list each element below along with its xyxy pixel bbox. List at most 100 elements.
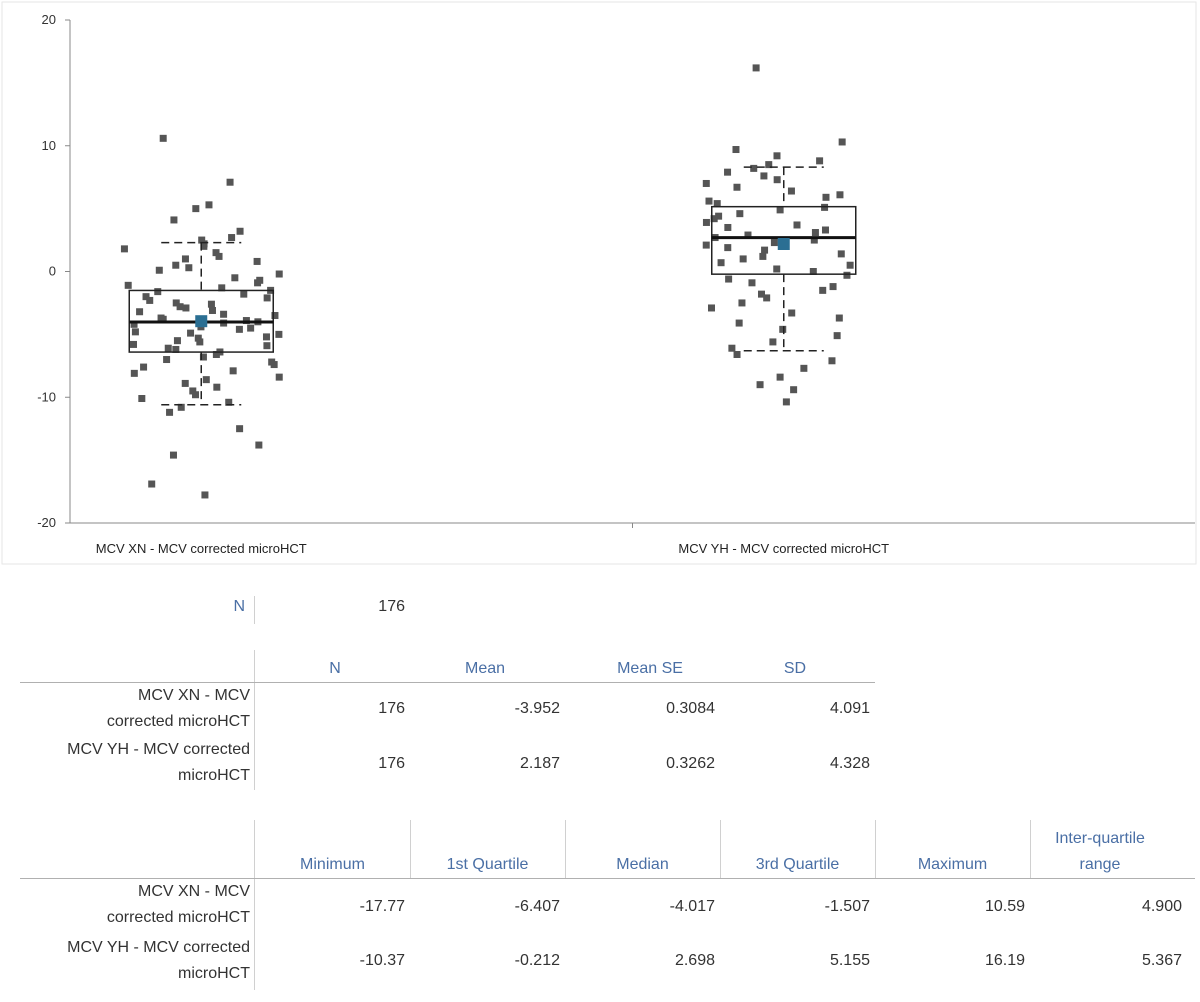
data-point (235, 325, 243, 333)
data-point (159, 134, 167, 142)
data-point (773, 152, 781, 160)
data-point (733, 183, 741, 191)
data-point (163, 356, 171, 364)
data-point (761, 246, 769, 254)
table1-header-sd: SD (783, 660, 807, 677)
data-point (142, 293, 150, 301)
data-point (182, 304, 190, 312)
data-point (205, 201, 213, 209)
table1-header-mean: Mean (464, 660, 506, 677)
table2-row1-iqr: 4.900 (1141, 898, 1182, 915)
data-point (769, 338, 777, 346)
data-point (710, 215, 718, 223)
data-point (829, 283, 837, 291)
data-point (776, 373, 784, 381)
data-point (702, 218, 710, 226)
data-point (199, 353, 207, 361)
data-point (702, 241, 710, 249)
table2-row2-label-line2: microHCT (178, 965, 250, 982)
data-point (715, 212, 723, 220)
data-point (262, 333, 270, 341)
data-point (220, 310, 228, 318)
data-point (202, 376, 210, 384)
data-point (192, 391, 200, 399)
data-point (254, 279, 262, 287)
data-point (198, 236, 206, 244)
x-category-label: MCV YH - MCV corrected microHCT (678, 541, 889, 556)
table1-header-rule (20, 682, 875, 683)
data-point (275, 373, 283, 381)
data-point (130, 340, 138, 348)
table1-header-n: N (329, 660, 341, 677)
table2-row2-maximum: 16.19 (984, 952, 1025, 969)
data-point (247, 324, 255, 332)
table2-header-q1: 1st Quartile (446, 856, 529, 873)
data-point (770, 239, 778, 247)
data-point (816, 157, 824, 165)
data-point (164, 344, 172, 352)
data-point (739, 255, 747, 263)
quartile-table: Minimum 1st Quartile Median 3rd Quartile… (0, 820, 1200, 1000)
data-point (809, 268, 817, 275)
data-point (733, 350, 741, 358)
data-point (773, 176, 781, 184)
data-point (159, 315, 167, 323)
data-point (735, 319, 743, 327)
table2-row1-q1: -6.407 (514, 898, 560, 915)
table2-row1-label-line2: corrected microHCT (106, 909, 250, 926)
data-point (181, 255, 189, 263)
data-point (136, 308, 144, 316)
data-point (732, 146, 740, 154)
table1-row2-sd: 4.328 (829, 755, 870, 772)
table1-row1-mean-se: 0.3084 (666, 700, 715, 717)
data-point (192, 205, 200, 213)
table1-row2-mean: 2.187 (519, 755, 560, 772)
data-point (187, 329, 195, 337)
table2-left-divider (254, 820, 255, 990)
data-point (138, 395, 146, 403)
data-point (800, 364, 808, 372)
table1-row2-label-line2: microHCT (178, 767, 250, 784)
data-point (240, 290, 248, 298)
data-point (172, 261, 180, 269)
data-point (212, 249, 220, 257)
data-point (846, 261, 854, 269)
data-point (255, 441, 263, 449)
data-point (760, 172, 768, 180)
table2-row2-q1: -0.212 (514, 952, 560, 969)
data-point (828, 357, 836, 365)
data-point (225, 398, 233, 406)
data-point (725, 275, 733, 283)
table2-row2-minimum: -10.37 (359, 952, 405, 969)
table2-row1-minimum: -17.77 (359, 898, 405, 915)
table2-row2-q3: 5.155 (829, 952, 870, 969)
table2-row1-median: -4.017 (669, 898, 715, 915)
table1-row2-mean-se: 0.3262 (666, 755, 715, 772)
table2-header-q3: 3rd Quartile (755, 856, 840, 873)
table1-header-mean-se: Mean SE (617, 660, 683, 677)
data-point (172, 345, 180, 353)
data-point (236, 425, 244, 433)
data-point (236, 227, 244, 235)
data-point (744, 231, 752, 239)
table1-row1-label-line1: MCV XN - MCV (138, 687, 250, 704)
data-point (724, 168, 732, 176)
data-point (229, 367, 237, 375)
data-point (811, 229, 819, 237)
table2-header-minimum: Minimum (300, 856, 365, 873)
descriptive-table: N Mean Mean SE SD MCV XN - MCV corrected… (0, 650, 1200, 800)
data-point (275, 270, 283, 278)
chart-svg: -20 -10 0 10 20 MCV XN - MCV corrected microH… (1, 1, 1197, 565)
table2-row1-maximum: 10.59 (984, 898, 1025, 915)
data-point (705, 197, 713, 205)
data-point (215, 252, 223, 260)
data-point (176, 303, 184, 311)
data-point (212, 350, 220, 358)
data-point (275, 330, 283, 338)
data-point (782, 398, 790, 406)
data-point (196, 338, 204, 346)
data-point (185, 264, 193, 272)
x-category-label: MCV XN - MCV corrected microHCT (96, 541, 307, 556)
table1-row2-n: 176 (378, 755, 405, 772)
data-point (263, 294, 271, 302)
